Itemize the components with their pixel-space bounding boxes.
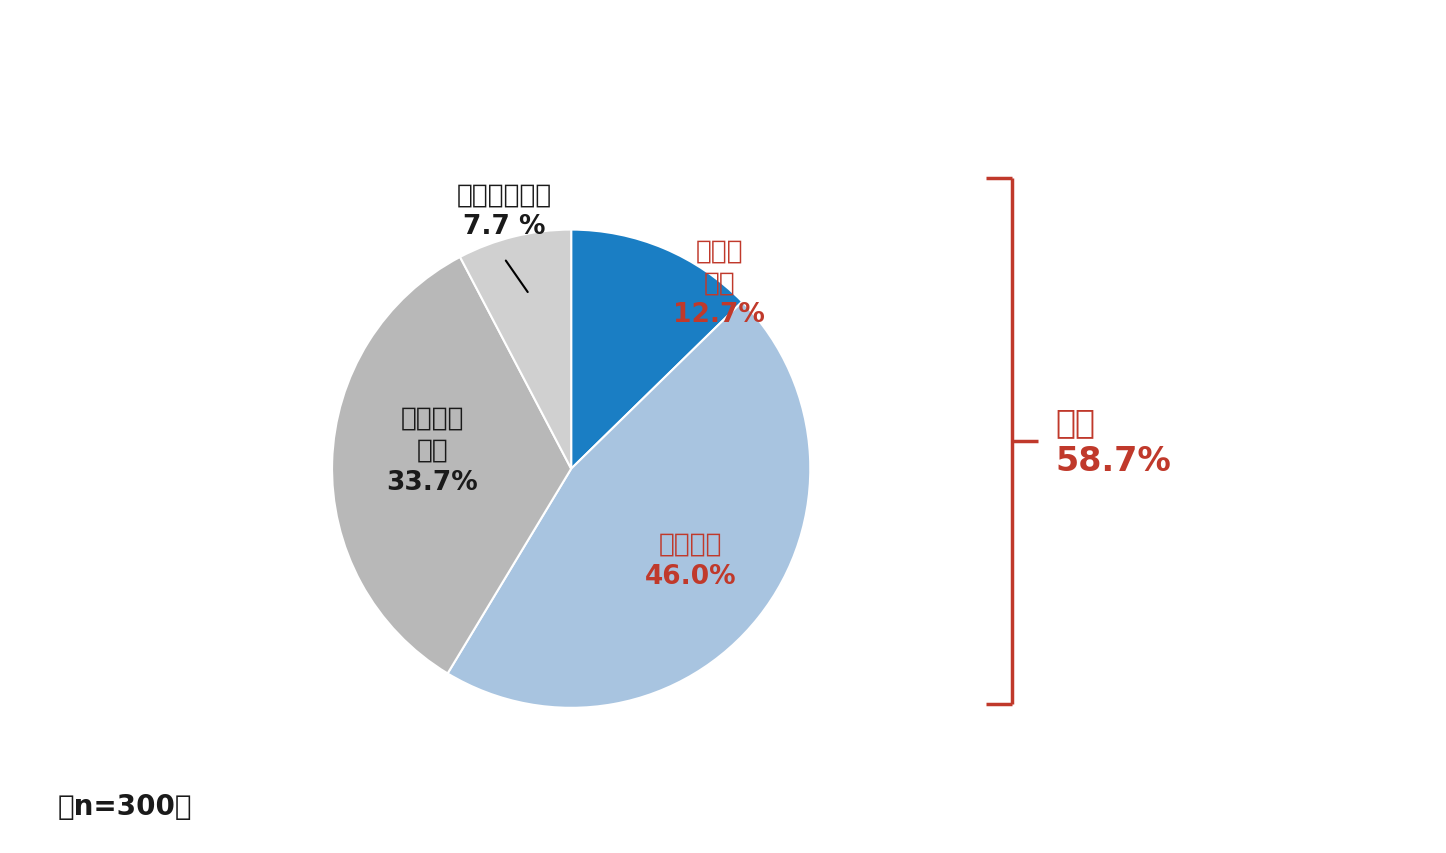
- Text: ややある
46.0%: ややある 46.0%: [645, 531, 736, 589]
- Text: ほとんど
ない
33.7%: ほとんど ない 33.7%: [386, 405, 479, 495]
- Wedge shape: [333, 258, 571, 674]
- Text: まったくない
7.7 %: まったくない 7.7 %: [457, 183, 552, 241]
- Wedge shape: [448, 302, 810, 708]
- Text: とても
ある
12.7%: とても ある 12.7%: [674, 238, 765, 328]
- Wedge shape: [571, 230, 742, 469]
- Text: （n=300）: （n=300）: [58, 792, 192, 820]
- Text: ある
58.7%: ある 58.7%: [1056, 406, 1171, 477]
- Text: ミレニアル世代  （n=300）: ミレニアル世代 （n=300）: [463, 81, 868, 124]
- Wedge shape: [460, 230, 571, 469]
